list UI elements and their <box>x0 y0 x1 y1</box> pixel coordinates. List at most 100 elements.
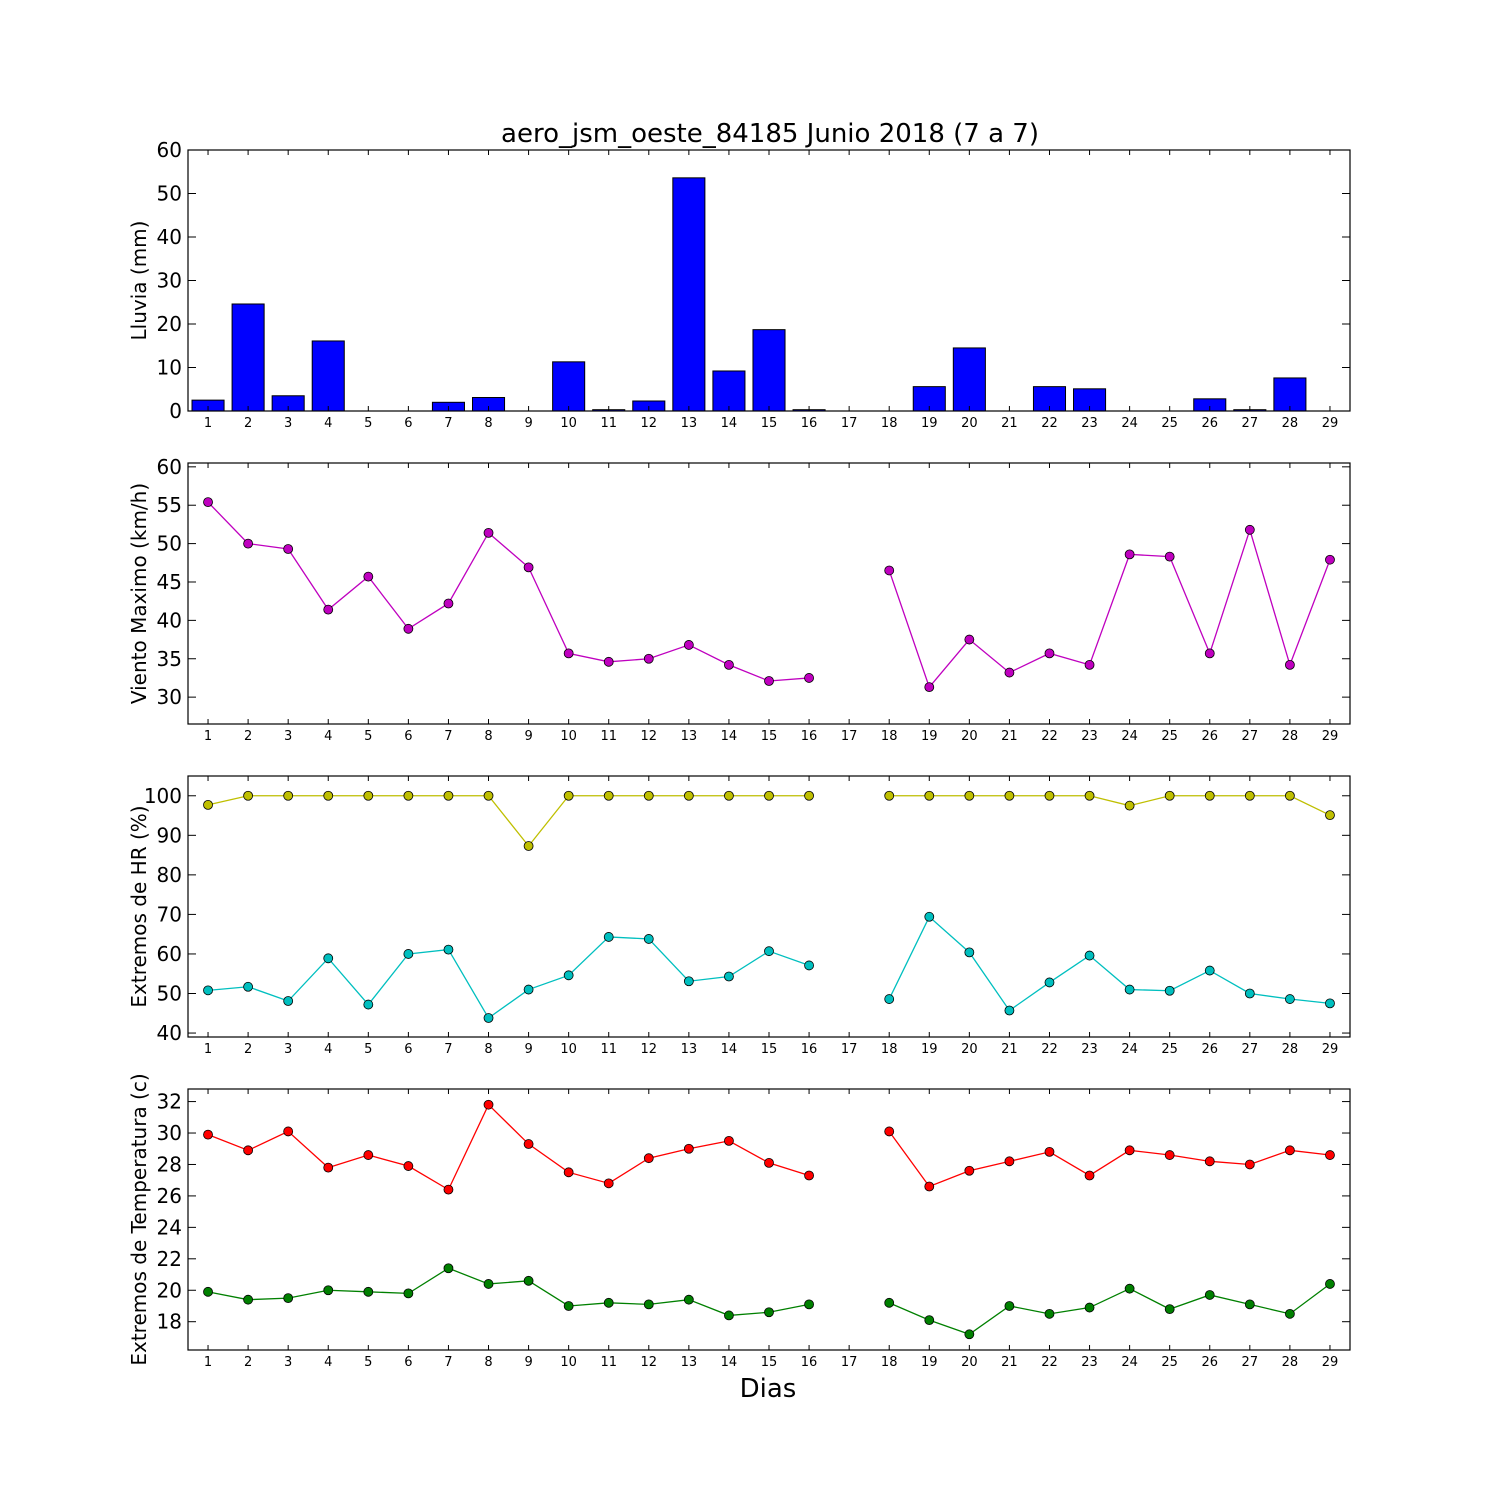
point-day-9 <box>523 562 534 573</box>
panel-4: 1 2 3 4 5 6 7 8 9 10 11 12 13 14 15 16 17 18 19 20 21 22 23 24 2… <box>127 1073 1351 1370</box>
x-tick-label: 10 <box>560 1042 577 1057</box>
point-day-21 <box>1004 1156 1015 1167</box>
series-line-1 <box>207 501 810 682</box>
bar-day-13 <box>672 177 706 412</box>
x-tick-label: 24 <box>1121 1355 1138 1370</box>
x-tick-label: 29 <box>1322 416 1339 431</box>
x-tick-label: 7 <box>444 1042 452 1057</box>
x-tick-label: 22 <box>1041 1355 1058 1370</box>
point-day-12 <box>643 653 654 664</box>
point-day-29 <box>1325 554 1335 565</box>
bar-day-14 <box>712 370 746 412</box>
y-tick-label: 30 <box>157 1121 182 1145</box>
point-day-20 <box>964 1329 975 1340</box>
point-day-8 <box>483 1099 494 1110</box>
point-day-28 <box>1285 1145 1295 1156</box>
point-day-15 <box>764 1307 774 1318</box>
x-tick-label: 4 <box>324 1355 332 1370</box>
x-tick-label: 13 <box>681 729 698 744</box>
y-tick-label: 20 <box>157 1278 182 1302</box>
y-tick-label: 60 <box>157 138 182 162</box>
x-tick-label: 27 <box>1242 416 1259 431</box>
x-tick-label: 10 <box>560 1355 577 1370</box>
point-day-16 <box>804 1299 814 1310</box>
x-tick-label: 2 <box>244 729 252 744</box>
point-day-23 <box>1084 659 1095 670</box>
x-tick-label: 17 <box>841 1355 858 1370</box>
point-day-25 <box>1164 1150 1175 1160</box>
point-day-20 <box>964 1165 975 1176</box>
point-day-15 <box>764 790 774 801</box>
point-day-12 <box>643 790 654 801</box>
x-tick-label: 27 <box>1242 1355 1259 1370</box>
y-tick-label: 40 <box>157 1021 182 1045</box>
point-day-12 <box>643 934 654 944</box>
point-day-11 <box>603 1297 614 1308</box>
point-day-5 <box>363 1150 374 1160</box>
axes-frame <box>187 1088 1351 1351</box>
x-tick-label: 26 <box>1201 729 1218 744</box>
point-day-22 <box>1044 977 1055 988</box>
x-tick-label: 8 <box>484 729 492 744</box>
x-tick-label: 18 <box>881 1042 898 1057</box>
x-tick-label: 7 <box>444 1355 452 1370</box>
point-day-14 <box>724 1135 734 1146</box>
point-day-23 <box>1084 950 1095 961</box>
x-tick-label: 14 <box>721 416 738 431</box>
x-tick-label: 13 <box>681 416 698 431</box>
y-tick-label: 80 <box>157 863 182 887</box>
x-tick-label: 25 <box>1161 416 1178 431</box>
point-day-16 <box>804 790 814 801</box>
point-day-10 <box>563 648 574 659</box>
point-day-27 <box>1244 1159 1255 1170</box>
x-tick-label: 25 <box>1161 729 1178 744</box>
x-tick-label: 3 <box>284 729 292 744</box>
x-tick-label: 23 <box>1081 1042 1098 1057</box>
point-day-6 <box>403 1288 414 1299</box>
x-tick-label: 16 <box>801 1355 818 1370</box>
x-tick-label: 13 <box>681 1042 698 1057</box>
x-tick-label: 19 <box>921 416 938 431</box>
x-tick-label: 12 <box>641 1042 658 1057</box>
panel-1: 1 2 3 4 5 6 7 8 9 10 11 12 13 14 15 16 17 18 19 20 21 22 23 24 2… <box>127 138 1351 431</box>
x-tick-label: 21 <box>1001 729 1018 744</box>
point-day-28 <box>1285 659 1295 670</box>
x-tick-label: 7 <box>444 729 452 744</box>
y-tick-label: 40 <box>157 608 182 632</box>
x-tick-label: 26 <box>1201 416 1218 431</box>
point-day-24 <box>1124 549 1135 560</box>
x-tick-label: 15 <box>761 1042 778 1057</box>
point-day-7 <box>443 944 454 955</box>
y-tick-label: 28 <box>157 1152 182 1176</box>
point-day-6 <box>403 623 414 634</box>
bar-day-10 <box>552 361 586 412</box>
x-tick-label: 25 <box>1161 1042 1178 1057</box>
x-tick-label: 19 <box>921 1042 938 1057</box>
series-line-2 <box>207 936 810 1019</box>
point-day-13 <box>683 976 694 987</box>
point-day-25 <box>1164 1304 1175 1315</box>
point-day-1 <box>203 1129 213 1140</box>
point-day-11 <box>603 932 614 942</box>
point-day-22 <box>1044 790 1055 801</box>
point-day-7 <box>443 1263 454 1274</box>
bar-day-28 <box>1273 377 1307 412</box>
point-day-9 <box>523 1275 534 1286</box>
point-day-27 <box>1244 988 1255 999</box>
point-day-14 <box>724 971 734 982</box>
y-tick-label: 60 <box>157 942 182 966</box>
x-tick-label: 15 <box>761 416 778 431</box>
point-day-2 <box>243 981 254 992</box>
point-day-9 <box>523 841 534 851</box>
point-day-18 <box>884 1126 895 1137</box>
x-tick-label: 18 <box>881 416 898 431</box>
x-tick-label: 5 <box>364 1355 372 1370</box>
point-day-22 <box>1044 1308 1055 1319</box>
x-tick-label: 23 <box>1081 1355 1098 1370</box>
point-day-29 <box>1325 998 1335 1009</box>
panel-2: 1 2 3 4 5 6 7 8 9 10 11 12 13 14 15 16 17 18 19 20 21 22 23 24 2… <box>127 455 1351 744</box>
x-tick-label: 14 <box>721 1042 738 1057</box>
x-tick-label: 7 <box>444 416 452 431</box>
point-day-1 <box>203 985 213 996</box>
